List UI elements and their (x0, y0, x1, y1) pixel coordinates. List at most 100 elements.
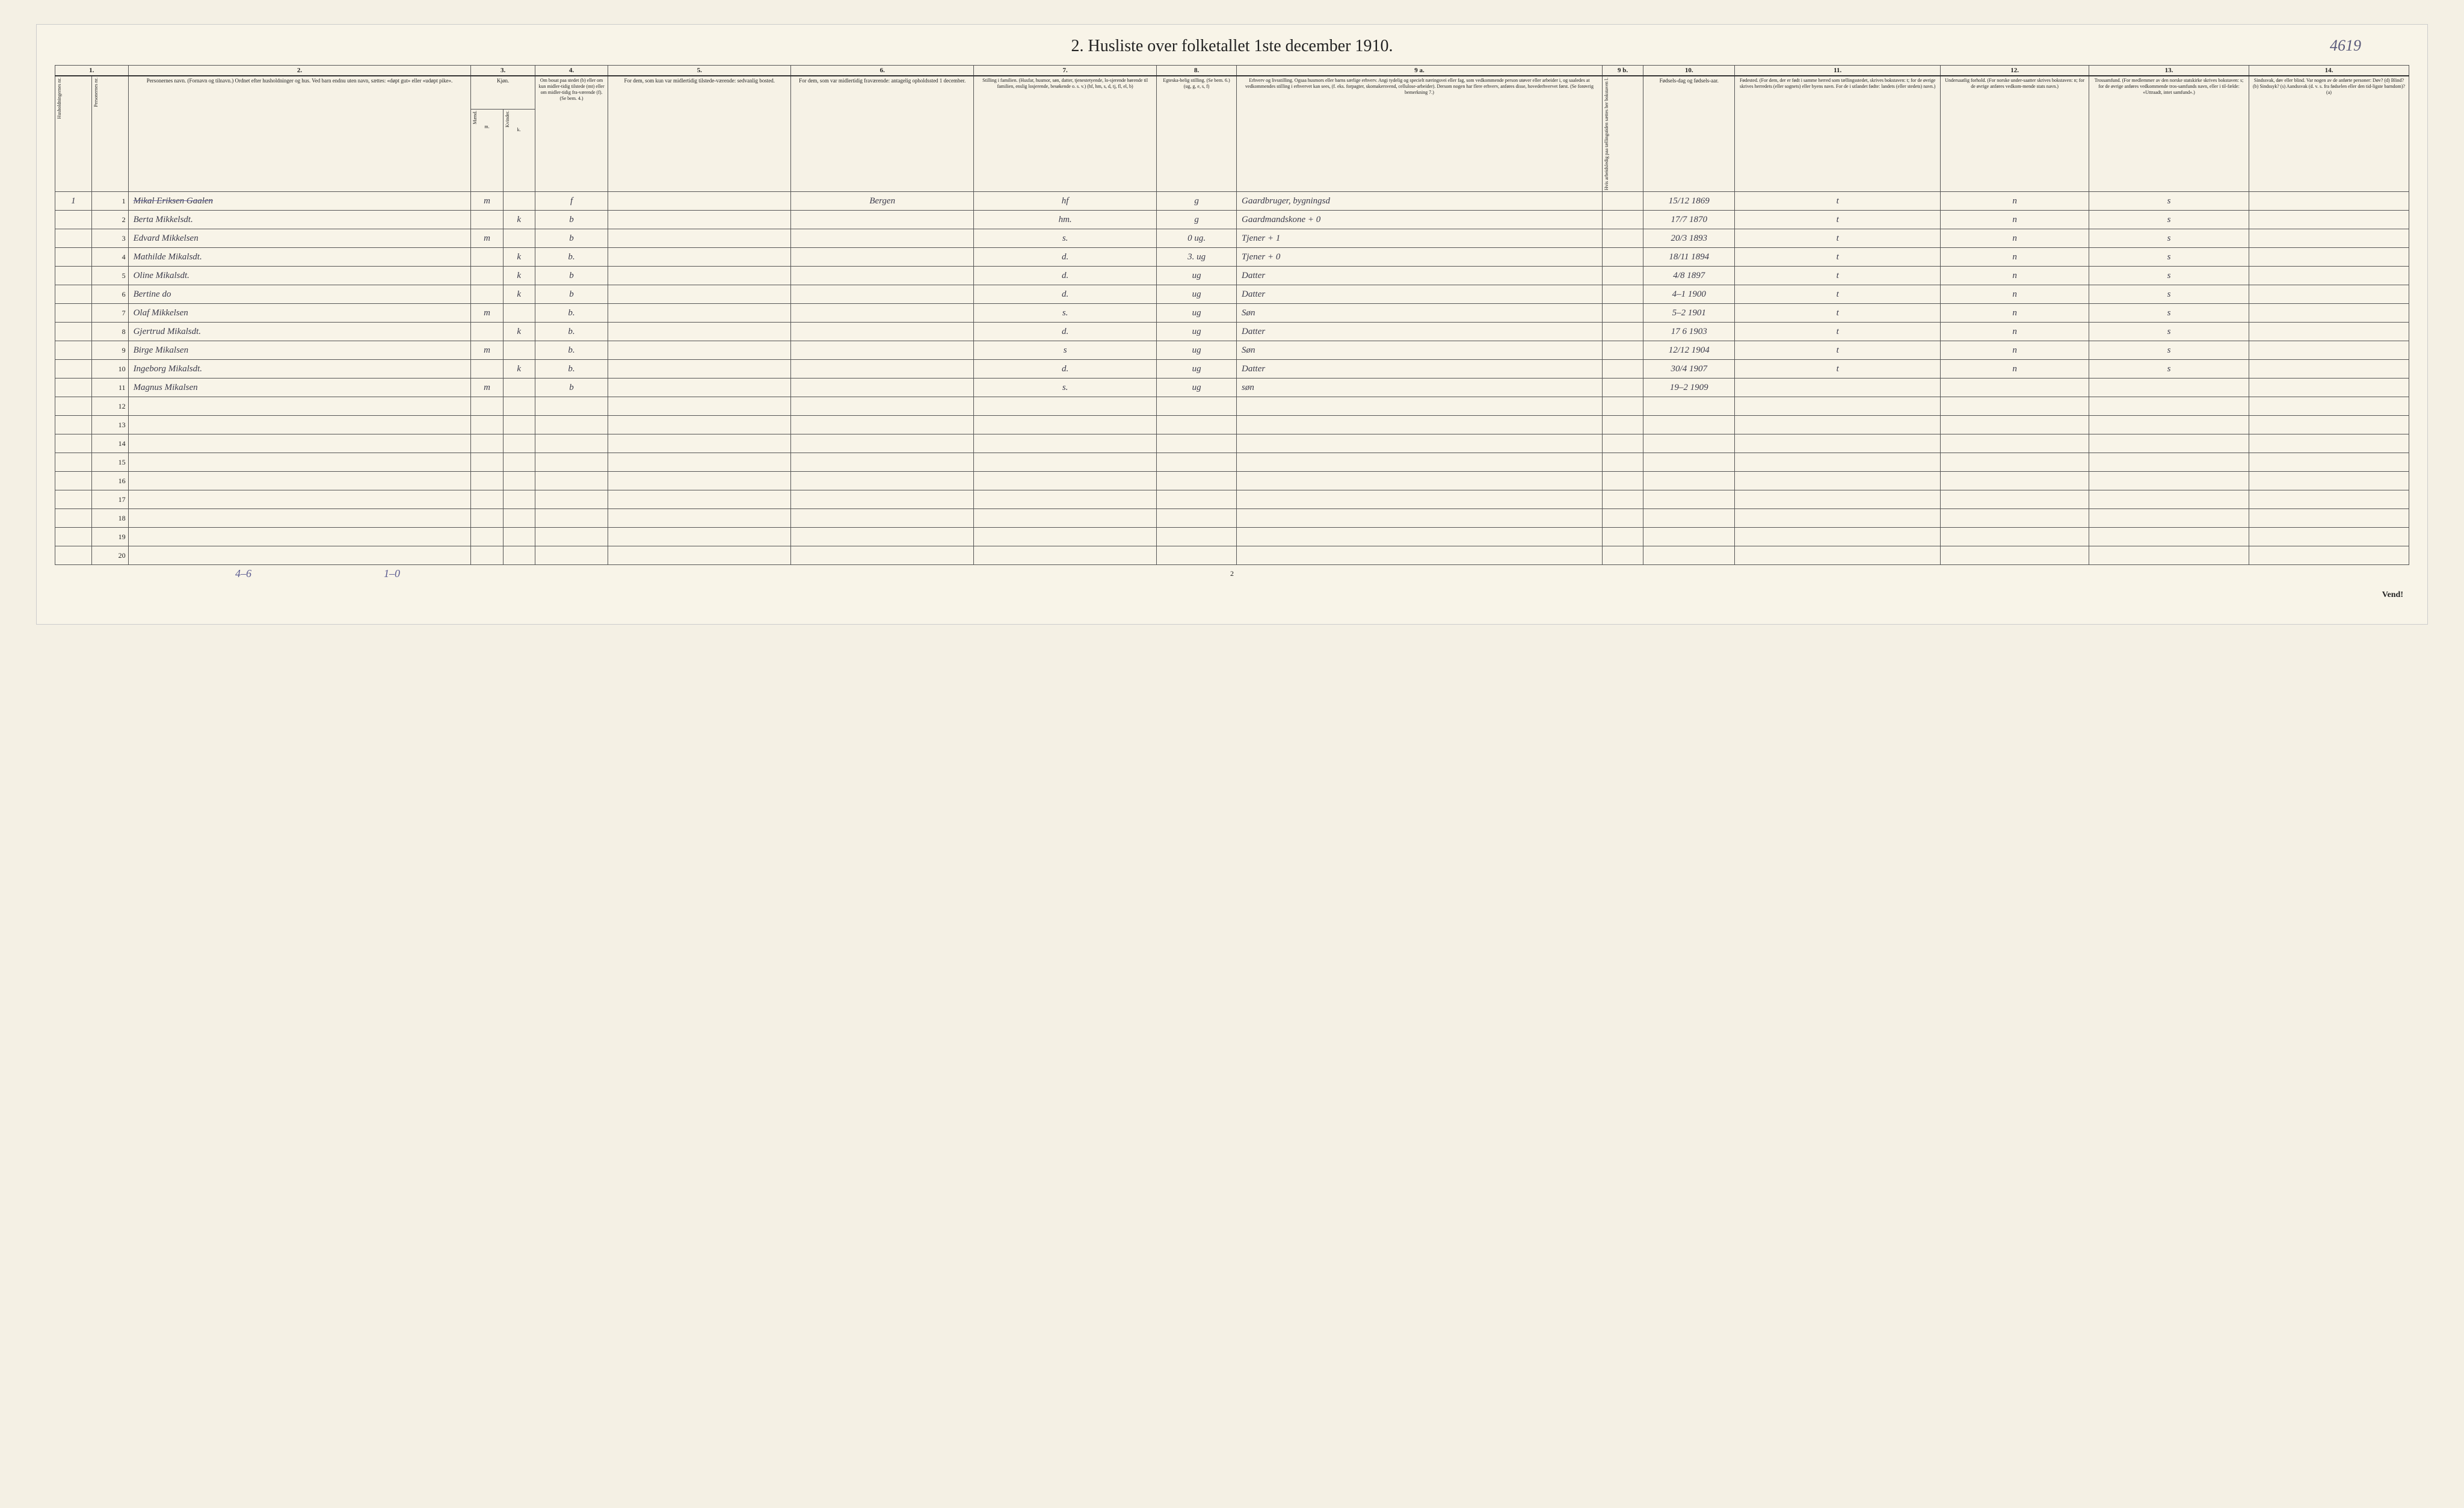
cell-birthdate (1643, 416, 1735, 434)
cell-sex-k (503, 546, 535, 565)
cell-family-pos (974, 453, 1157, 472)
cell-family-pos: d. (974, 267, 1157, 285)
cell-disability (2249, 509, 2409, 528)
cell-birthdate: 18/11 1894 (1643, 248, 1735, 267)
cell-household-nr (55, 379, 92, 397)
cell-disability (2249, 267, 2409, 285)
cell-unemployed (1602, 248, 1643, 267)
col-14-number: 14. (2249, 66, 2409, 76)
col-6-number: 6. (791, 66, 974, 76)
cell-marital (1157, 397, 1237, 416)
cell-religion: s (2089, 229, 2249, 248)
cell-sex-k (503, 229, 535, 248)
cell-birthdate: 20/3 1893 (1643, 229, 1735, 248)
cell-unemployed (1602, 528, 1643, 546)
cell-household-nr (55, 528, 92, 546)
cell-temp-absent (791, 397, 974, 416)
cell-birthplace (1735, 490, 1941, 509)
cell-temp-absent (791, 434, 974, 453)
cell-household-nr (55, 434, 92, 453)
table-row: 2Berta Mikkelsdt.kbhm.gGaardmandskone + … (55, 211, 2409, 229)
cell-sex-k: k (503, 248, 535, 267)
cell-occupation: Søn (1237, 341, 1603, 360)
cell-sex-m (471, 397, 503, 416)
cell-religion (2089, 379, 2249, 397)
cell-temp-present (608, 285, 791, 304)
cell-sex-k (503, 416, 535, 434)
cell-unemployed (1602, 341, 1643, 360)
cell-temp-absent (791, 528, 974, 546)
col-11-number: 11. (1735, 66, 1941, 76)
cell-person-nr: 20 (91, 546, 128, 565)
cell-family-pos (974, 397, 1157, 416)
cell-residence (535, 416, 608, 434)
cell-temp-absent: Bergen (791, 192, 974, 211)
cell-person-nr: 1 (91, 192, 128, 211)
cell-birthplace (1735, 528, 1941, 546)
cell-residence: b (535, 379, 608, 397)
cell-household-nr (55, 211, 92, 229)
cell-temp-present (608, 267, 791, 285)
header-residence: Om bosat paa stedet (b) eller om kun mid… (535, 76, 608, 192)
cell-family-pos: d. (974, 285, 1157, 304)
cell-marital (1157, 416, 1237, 434)
cell-religion (2089, 490, 2249, 509)
cell-temp-present (608, 472, 791, 490)
cell-household-nr (55, 360, 92, 379)
cell-religion: s (2089, 341, 2249, 360)
cell-temp-absent (791, 267, 974, 285)
col-10-number: 10. (1643, 66, 1735, 76)
cell-birthdate: 15/12 1869 (1643, 192, 1735, 211)
cell-nationality: n (1941, 304, 2089, 323)
cell-birthdate: 4–1 1900 (1643, 285, 1735, 304)
cell-disability (2249, 248, 2409, 267)
cell-person-nr: 9 (91, 341, 128, 360)
header-birthdate: Fødsels-dag og fødsels-aar. (1643, 76, 1735, 192)
cell-name: Bertine do (128, 285, 471, 304)
cell-occupation: Datter (1237, 285, 1603, 304)
cell-name: Gjertrud Mikalsdt. (128, 323, 471, 341)
cell-sex-k (503, 304, 535, 323)
cell-temp-absent (791, 472, 974, 490)
cell-temp-present (608, 379, 791, 397)
cell-marital: ug (1157, 267, 1237, 285)
cell-disability (2249, 192, 2409, 211)
cell-person-nr: 11 (91, 379, 128, 397)
cell-residence: b. (535, 323, 608, 341)
cell-name: Edvard Mikkelsen (128, 229, 471, 248)
cell-nationality (1941, 490, 2089, 509)
header-names: Personernes navn. (Fornavn og tilnavn.) … (128, 76, 471, 192)
cell-birthplace (1735, 434, 1941, 453)
table-row-empty: 20 (55, 546, 2409, 565)
cell-unemployed (1602, 546, 1643, 565)
cell-household-nr (55, 304, 92, 323)
cell-marital: ug (1157, 285, 1237, 304)
cell-sex-k (503, 192, 535, 211)
footer-annotation-left: 4–6 (235, 567, 251, 580)
cell-birthplace: t (1735, 211, 1941, 229)
cell-name (128, 397, 471, 416)
cell-birthplace (1735, 453, 1941, 472)
header-person-nr: Personernes nr. (91, 76, 128, 192)
cell-religion: s (2089, 323, 2249, 341)
cell-nationality (1941, 416, 2089, 434)
cell-birthdate (1643, 397, 1735, 416)
cell-unemployed (1602, 323, 1643, 341)
cell-nationality: n (1941, 267, 2089, 285)
cell-sex-k (503, 528, 535, 546)
table-row-empty: 14 (55, 434, 2409, 453)
cell-nationality: n (1941, 229, 2089, 248)
cell-household-nr (55, 397, 92, 416)
cell-family-pos (974, 472, 1157, 490)
cell-family-pos (974, 546, 1157, 565)
table-row: 10Ingeborg Mikalsdt.kb.d.ugDatter30/4 19… (55, 360, 2409, 379)
cell-nationality (1941, 472, 2089, 490)
cell-residence (535, 472, 608, 490)
cell-residence: b (535, 229, 608, 248)
col-12-number: 12. (1941, 66, 2089, 76)
cell-sex-m: m (471, 341, 503, 360)
cell-name: Berta Mikkelsdt. (128, 211, 471, 229)
cell-household-nr (55, 229, 92, 248)
cell-nationality (1941, 528, 2089, 546)
cell-family-pos (974, 416, 1157, 434)
